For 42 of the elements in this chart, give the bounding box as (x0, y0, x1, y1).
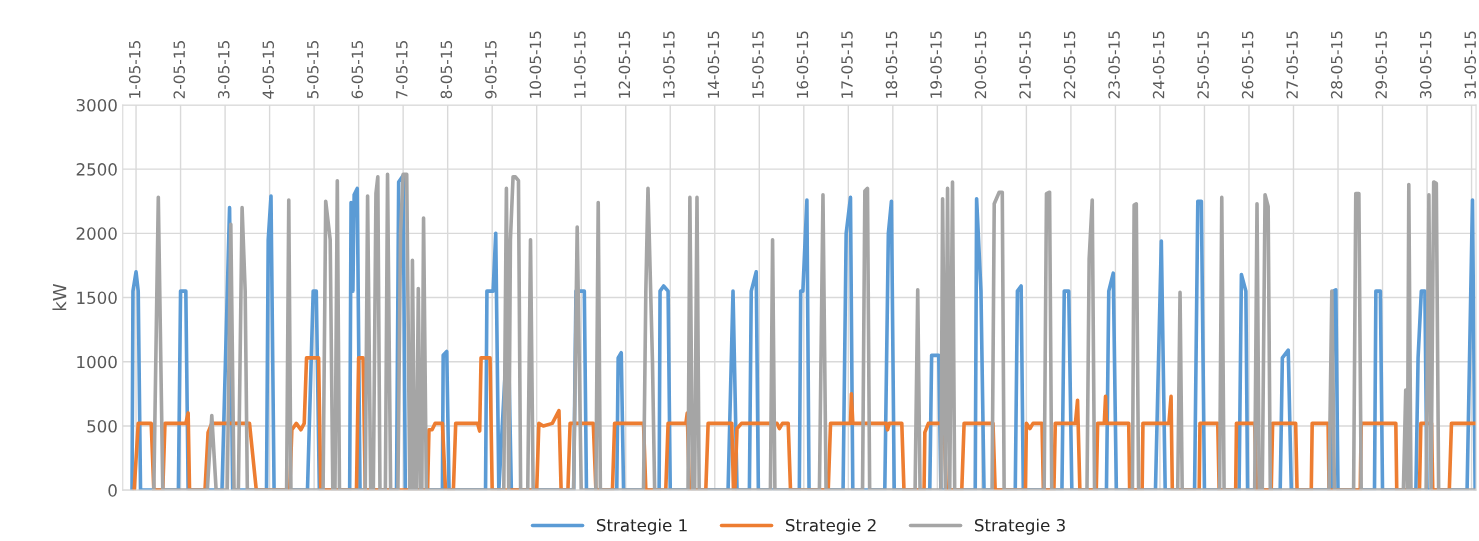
x-tick-label: 8-05-15 (440, 41, 453, 99)
legend-label: Strategie 3 (975, 518, 1065, 535)
x-tick-label: 9-05-15 (485, 41, 497, 99)
legend-label: Strategie 2 (786, 518, 876, 535)
x-tick-label: 14-05-15 (707, 31, 720, 98)
x-tick-label: 13-05-15 (663, 31, 675, 98)
x-tick-label: 3-05-15 (217, 41, 230, 99)
x-tick-label: 22-05-15 (1063, 31, 1076, 99)
x-tick-label: 12-05-15 (618, 31, 631, 98)
x-tick-label: 11-05-15 (574, 31, 586, 98)
y-tick-label: 1500 (77, 291, 117, 305)
x-tick-label: 30-05-15 (1419, 31, 1432, 99)
x-tick-label: 19-05-15 (930, 31, 942, 98)
y-tick-label: 3000 (76, 98, 117, 112)
x-tick-label: 10-05-15 (529, 31, 542, 98)
x-tick-label: 16-05-15 (796, 31, 809, 98)
y-tick-label: 500 (87, 419, 117, 433)
x-tick-label: 26-05-15 (1241, 31, 1254, 99)
x-tick-label: 24-05-15 (1152, 31, 1165, 99)
y-axis-title: kW (52, 283, 67, 311)
x-tick-label: 23-05-15 (1108, 31, 1120, 99)
x-tick-label: 31-05-15 (1464, 31, 1476, 99)
x-tick-label: 25-05-15 (1197, 31, 1209, 99)
x-tick-label: 21-05-15 (1019, 31, 1031, 99)
x-tick-label: 4-05-15 (262, 41, 275, 99)
x-tick-label: 29-05-15 (1375, 31, 1387, 99)
x-tick-label: 20-05-15 (974, 31, 987, 99)
x-tick-label: 17-05-15 (841, 31, 853, 98)
y-tick-label: 2000 (76, 227, 117, 240)
x-tick-label: 28-05-15 (1330, 31, 1343, 99)
x-tick-label: 5-05-15 (306, 41, 319, 99)
legend-label: Strategie 1 (596, 518, 687, 535)
x-tick-label: 6-05-15 (351, 41, 364, 99)
y-tick-label: 0 (108, 484, 117, 497)
x-tick-label: 7-05-15 (396, 41, 408, 99)
x-tick-label: 18-05-15 (885, 31, 898, 98)
x-tick-label: 15-05-15 (752, 31, 764, 98)
x-tick-label: 2-05-15 (173, 41, 185, 99)
y-tick-label: 2500 (76, 163, 117, 176)
x-tick-label: 27-05-15 (1286, 31, 1298, 99)
x-tick-label: 1-05-15 (128, 41, 141, 98)
y-tick-label: 1000 (77, 355, 117, 369)
